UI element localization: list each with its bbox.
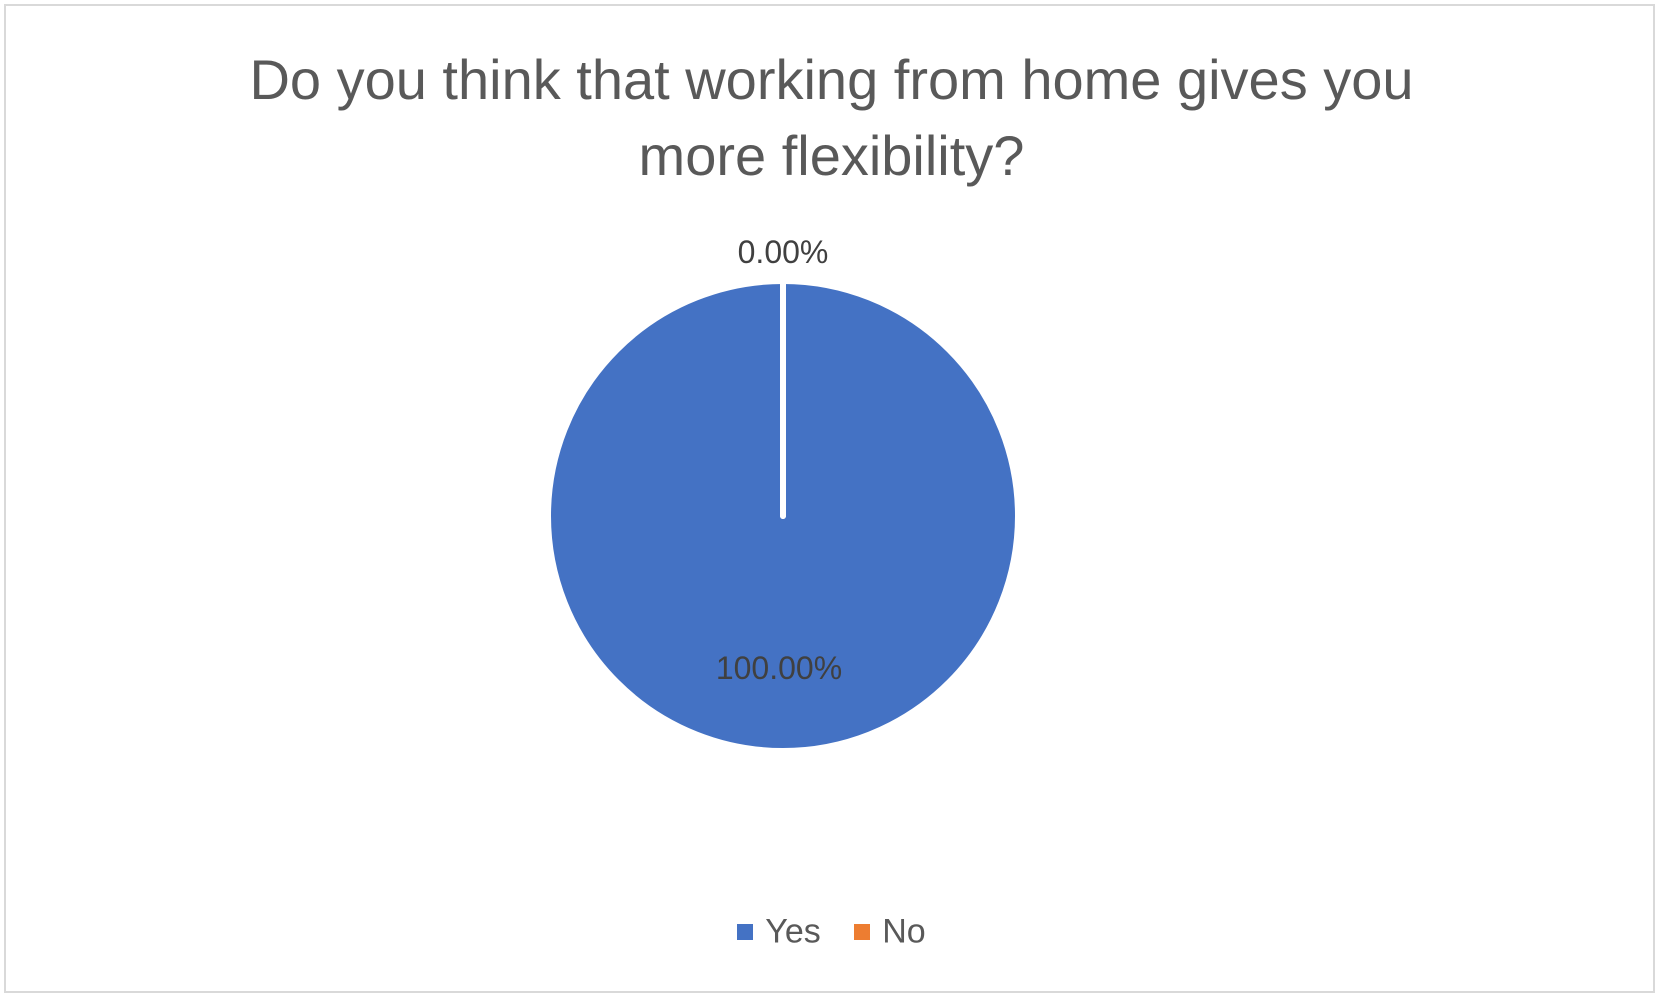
legend-swatch-no [854, 923, 871, 940]
chart-title-line-1: Do you think that working from home give… [249, 48, 1414, 111]
chart-title-line-2: more flexibility? [638, 124, 1025, 187]
chart-area: Do you think that working from home give… [4, 4, 1655, 993]
legend-label-yes: Yes [765, 912, 821, 951]
legend-item-no: No [854, 911, 926, 952]
legend-label-no: No [882, 912, 926, 951]
legend-item-yes: Yes [737, 911, 821, 952]
chart-title: Do you think that working from home give… [6, 42, 1657, 194]
legend-swatch-yes [737, 923, 754, 940]
legend: Yes No [6, 910, 1657, 951]
data-label-yes: 100.00% [716, 650, 842, 686]
pie-chart: 100.00% 0.00% [549, 234, 1017, 750]
data-label-no: 0.00% [738, 234, 829, 270]
